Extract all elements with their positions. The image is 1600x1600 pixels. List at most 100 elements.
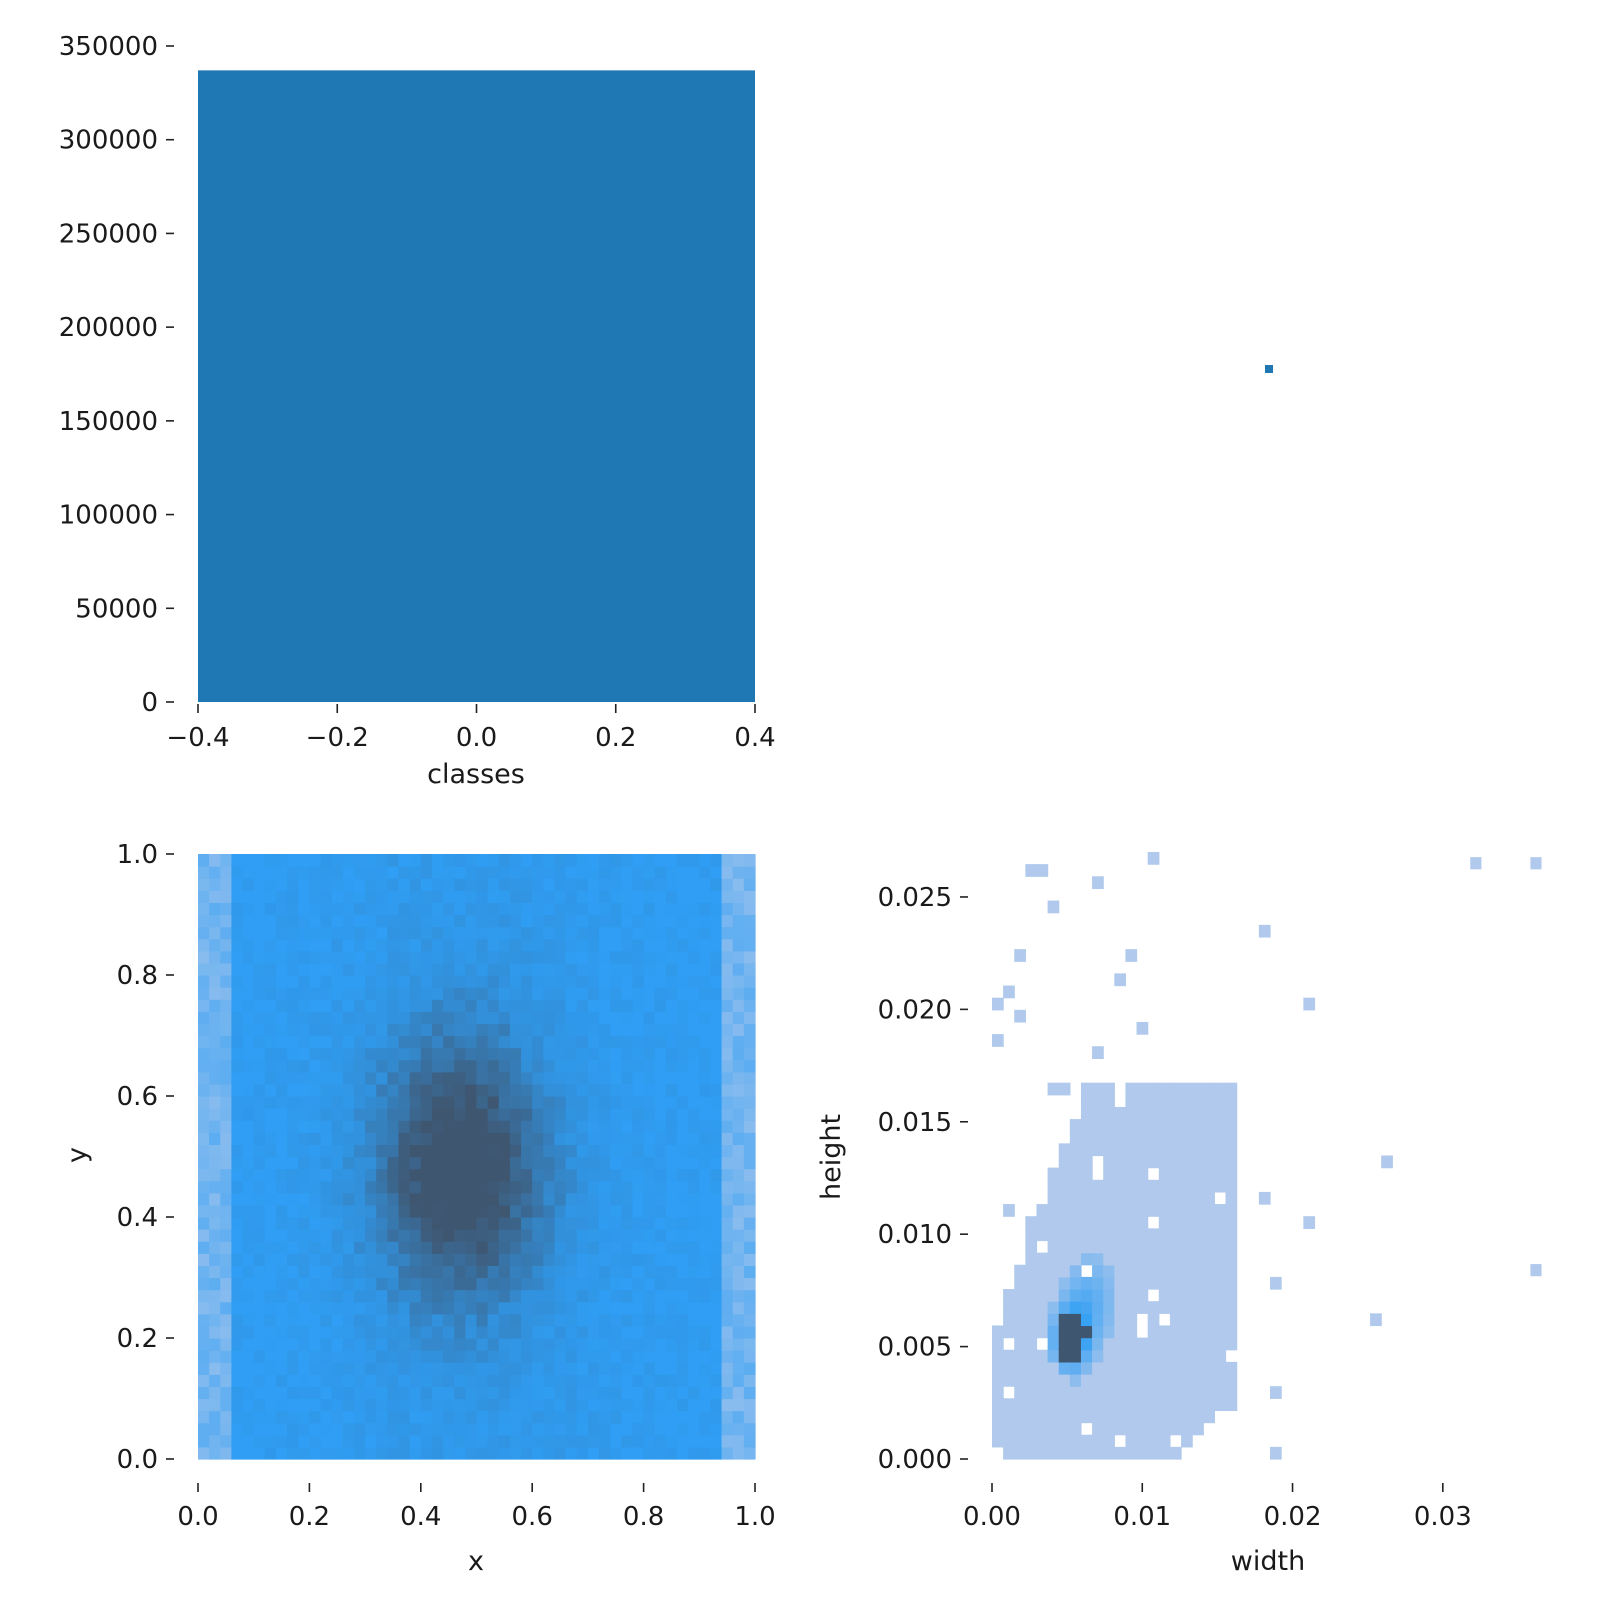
classes-y-tick-label: 300000 <box>59 126 158 156</box>
xy-heatmap-cell <box>498 1289 511 1303</box>
width-height-heatmap-cell <box>1025 1446 1038 1460</box>
width-height-heatmap-cell <box>1092 1386 1104 1399</box>
xy-heatmap-cell <box>732 1035 745 1049</box>
xy-heatmap-cell <box>543 1422 556 1436</box>
xy-heatmap-cell <box>209 1180 221 1194</box>
width-height-heatmap-cell <box>1080 1386 1093 1399</box>
xy-heatmap-cell <box>198 1120 210 1133</box>
xy-heatmap-cell <box>431 1132 444 1145</box>
xy-heatmap-cell <box>275 1132 288 1145</box>
xy-heatmap-cell <box>220 1059 233 1073</box>
xy-heatmap-cell <box>487 1229 500 1242</box>
xy-heatmap-cell <box>331 1059 344 1073</box>
xy-heatmap-cell <box>587 1362 600 1375</box>
xy-heatmap-cell <box>220 890 233 903</box>
width-height-heatmap-cell <box>1069 1313 1082 1327</box>
xy-heatmap-cell <box>699 926 712 940</box>
width-height-heatmap-cell <box>1058 1386 1071 1399</box>
xy-heatmap-cell <box>209 1265 221 1279</box>
xy-heatmap-cell <box>298 1071 310 1085</box>
xy-heatmap-cell <box>465 1047 478 1061</box>
xy-heatmap-cell <box>532 1023 544 1037</box>
xy-heatmap-cell <box>565 866 578 879</box>
xy-heatmap-cell <box>509 1132 522 1145</box>
xy-heatmap-cell <box>532 1265 544 1279</box>
xy-heatmap-cell <box>398 1410 411 1424</box>
xy-heatmap-cell <box>487 1313 500 1327</box>
xy-heatmap-cell <box>320 950 333 964</box>
width-height-heatmap-cell <box>1047 900 1060 914</box>
xy-heatmap-cell <box>688 1059 700 1073</box>
width-height-heatmap-cell <box>1092 1046 1104 1059</box>
xy-heatmap-cell <box>387 1253 400 1266</box>
xy-heatmap-cell <box>677 1241 689 1254</box>
xy-heatmap-cell <box>209 902 221 916</box>
xy-heatmap-cell <box>677 1434 689 1448</box>
xy-heatmap-cell <box>454 1289 466 1303</box>
xy-heatmap-cell <box>287 1083 299 1097</box>
xy-heatmap-cell <box>209 1350 221 1363</box>
xy-heatmap-cell <box>554 1059 567 1073</box>
xy-heatmap-cell <box>699 1144 712 1158</box>
width-height-heatmap-cell <box>1225 1252 1238 1266</box>
width-height-heatmap-cell <box>992 1337 1004 1351</box>
xy-heatmap-cell <box>420 950 433 964</box>
width-height-heatmap-cell <box>1025 1301 1038 1314</box>
xy-heatmap-cell <box>376 1156 388 1170</box>
xy-heatmap-cell <box>699 1338 712 1351</box>
xy-heatmap-cell <box>431 1156 444 1170</box>
xy-heatmap-cell <box>420 1289 433 1303</box>
xy-heatmap-cell <box>587 1422 600 1436</box>
xy-heatmap-cell <box>576 1325 589 1339</box>
xy-heatmap-cell <box>287 1301 299 1315</box>
xy-heatmap-cell <box>565 1301 578 1315</box>
xy-heatmap-cell <box>376 1325 388 1339</box>
xy-heatmap-cell <box>509 1217 522 1230</box>
width-height-heatmap-cell <box>992 1398 1004 1412</box>
xy-heatmap-cell <box>498 1059 511 1073</box>
xy-heatmap-cell <box>465 1350 478 1363</box>
xy-heatmap-cell <box>721 1023 734 1037</box>
xy-heatmap-cell <box>198 914 210 928</box>
xy-heatmap-cell <box>732 1434 745 1448</box>
xy-heatmap-cell <box>677 890 689 903</box>
xy-heatmap-cell <box>309 1325 322 1339</box>
xy-heatmap-cell <box>587 1434 600 1448</box>
xy-heatmap-cell <box>688 1023 700 1037</box>
xy-heatmap-cell <box>209 1011 221 1024</box>
xy-heatmap-cell <box>665 1096 678 1109</box>
width-height-heatmap-cell <box>1103 1386 1115 1399</box>
xy-heatmap-cell <box>599 1229 611 1242</box>
width-height-heatmap-cell <box>1114 1228 1127 1242</box>
xy-heatmap-cell <box>398 926 411 940</box>
width-height-heatmap-cell <box>1092 1179 1104 1193</box>
xy-heatmap-cell <box>231 1229 244 1242</box>
xy-heatmap-cell <box>409 1120 422 1133</box>
xy-heatmap-cell <box>643 1362 656 1375</box>
xy-heatmap-cell <box>509 1229 522 1242</box>
width-height-heatmap-cell <box>1214 1204 1227 1217</box>
xy-heatmap-cell <box>231 1374 244 1387</box>
width-height-heatmap-cell <box>1092 1216 1104 1229</box>
xy-heatmap-cell <box>365 1132 377 1145</box>
xy-heatmap-cell <box>253 1398 266 1412</box>
xy-heatmap-cell <box>220 1446 233 1460</box>
width-height-heatmap-cell <box>1470 857 1482 870</box>
xy-heatmap-cell <box>710 999 723 1012</box>
xy-heatmap-cell <box>543 1446 556 1460</box>
width-height-heatmap-cell <box>1047 1434 1060 1448</box>
xy-heatmap-cell <box>521 878 533 891</box>
xy-heatmap-cell <box>554 1096 567 1109</box>
xy-heatmap-cell <box>231 878 244 891</box>
xy-heatmap-cell <box>565 1398 578 1412</box>
xy-heatmap-cell <box>198 1241 210 1254</box>
xy-heatmap-cell <box>198 1277 210 1291</box>
xy-heatmap-cell <box>398 1398 411 1412</box>
xy-heatmap-cell <box>431 1325 444 1339</box>
xy-heatmap-cell <box>665 938 678 952</box>
xy-heatmap-cell <box>721 1168 734 1182</box>
xy-heatmap-cell <box>743 1083 756 1097</box>
xy-heatmap-cell <box>465 1422 478 1436</box>
xy-heatmap-cell <box>476 1108 489 1121</box>
xy-heatmap-cell <box>209 914 221 928</box>
